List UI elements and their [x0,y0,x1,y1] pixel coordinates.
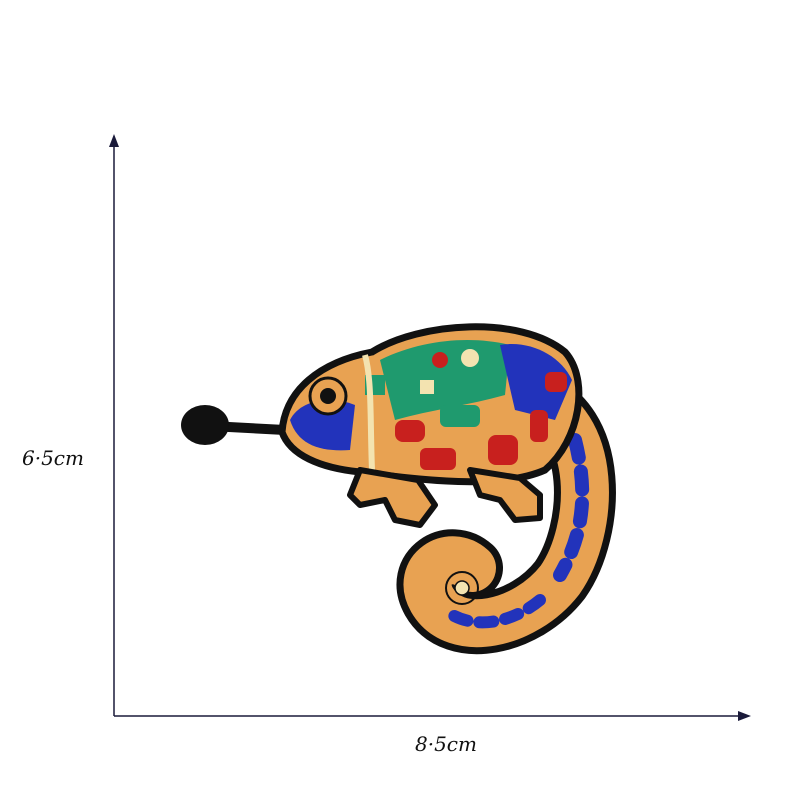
tail [396,369,616,655]
tongue [181,405,290,445]
width-dimension-label: 8·5cm [415,732,477,756]
width-arrow [114,711,751,721]
legs [347,467,543,528]
height-arrow [109,134,119,716]
body [278,323,583,486]
height-dimension-label: 6·5cm [22,446,84,470]
